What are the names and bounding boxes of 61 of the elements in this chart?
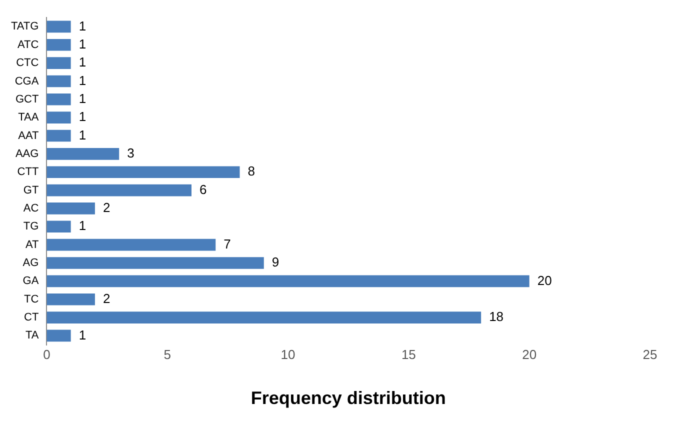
bar <box>46 20 71 33</box>
y-tick-label: GA <box>22 275 40 288</box>
bar <box>46 184 192 196</box>
data-label: 1 <box>78 36 86 52</box>
bar <box>46 148 120 160</box>
bar <box>46 312 482 324</box>
bar <box>46 112 71 124</box>
x-tick-label: 5 <box>164 347 171 362</box>
data-label: 1 <box>78 90 86 106</box>
bar <box>46 257 264 269</box>
bar <box>46 220 71 233</box>
bar <box>46 166 240 178</box>
y-tick-label: AAT <box>18 130 39 142</box>
data-label: 1 <box>78 218 86 234</box>
bar <box>46 75 71 88</box>
y-tick-label: AT <box>25 238 39 251</box>
data-label: 1 <box>78 127 86 142</box>
data-label: 7 <box>224 236 231 252</box>
bar <box>46 293 95 306</box>
y-tick-label: TA <box>25 330 40 342</box>
bar <box>46 57 71 69</box>
y-tick-label: CGA <box>14 75 40 88</box>
x-tick-label: 0 <box>43 347 50 362</box>
data-label: 20 <box>537 272 552 288</box>
data-label: 1 <box>78 109 86 124</box>
y-tick-label: GT <box>23 184 39 196</box>
x-tick-label: 15 <box>401 347 416 362</box>
y-tick-label: AG <box>22 257 39 270</box>
data-label: 2 <box>102 290 110 306</box>
bar <box>46 202 95 214</box>
y-tick-label: TAA <box>18 112 40 124</box>
y-tick-label: GCT <box>15 93 39 106</box>
y-tick-label: AC <box>23 202 39 214</box>
bar <box>46 275 530 288</box>
bar <box>46 130 71 142</box>
data-label: 1 <box>78 72 86 88</box>
y-tick-label: ATC <box>18 38 39 51</box>
data-label: 3 <box>127 146 134 161</box>
y-tick-label: TG <box>23 220 39 233</box>
y-tick-label: CT <box>24 312 39 324</box>
x-axis-title: Frequency distribution <box>250 388 446 408</box>
data-label: 9 <box>272 254 280 270</box>
data-label: 8 <box>248 164 255 179</box>
x-tick-label: 25 <box>642 347 658 362</box>
x-tick-label: 10 <box>280 347 296 362</box>
x-tick-label: 20 <box>522 347 537 362</box>
bar <box>46 93 71 106</box>
data-label: 1 <box>78 18 86 34</box>
data-label: 6 <box>199 182 207 197</box>
y-tick-label: TATG <box>10 20 39 33</box>
bar <box>46 238 216 251</box>
y-tick-label: CTT <box>17 166 39 178</box>
data-label: 2 <box>102 200 110 216</box>
bar <box>46 38 71 51</box>
data-label: 1 <box>78 327 86 342</box>
y-tick-label: AAG <box>15 148 39 160</box>
bar <box>46 330 71 342</box>
data-label: 1 <box>78 54 86 70</box>
y-tick-label: CTC <box>16 57 39 70</box>
y-tick-label: TC <box>24 293 39 306</box>
data-label: 18 <box>489 309 504 324</box>
